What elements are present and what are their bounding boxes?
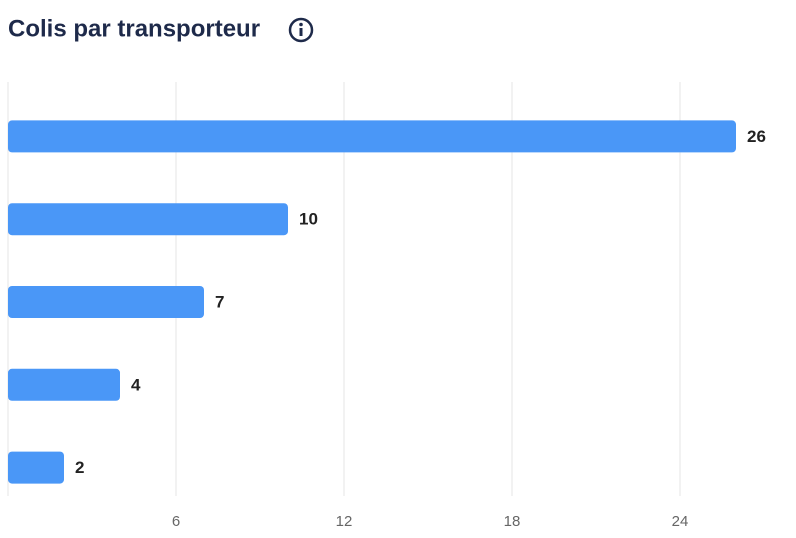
value-label: 2 (75, 458, 84, 477)
bar (8, 451, 64, 484)
bar (8, 120, 736, 153)
bar (8, 203, 288, 236)
x-tick-label: 18 (504, 513, 521, 530)
value-label: 10 (299, 210, 318, 229)
x-tick-label: 24 (672, 513, 689, 530)
bar (8, 368, 120, 401)
x-tick-label: 6 (172, 513, 180, 530)
info-icon[interactable] (288, 17, 314, 43)
chart-title: Colis par transporteur (8, 15, 260, 42)
bar (8, 286, 204, 318)
value-label: 7 (215, 292, 224, 311)
x-tick-label: 12 (336, 513, 353, 530)
value-label: 26 (747, 127, 766, 146)
value-label: 4 (131, 375, 141, 394)
